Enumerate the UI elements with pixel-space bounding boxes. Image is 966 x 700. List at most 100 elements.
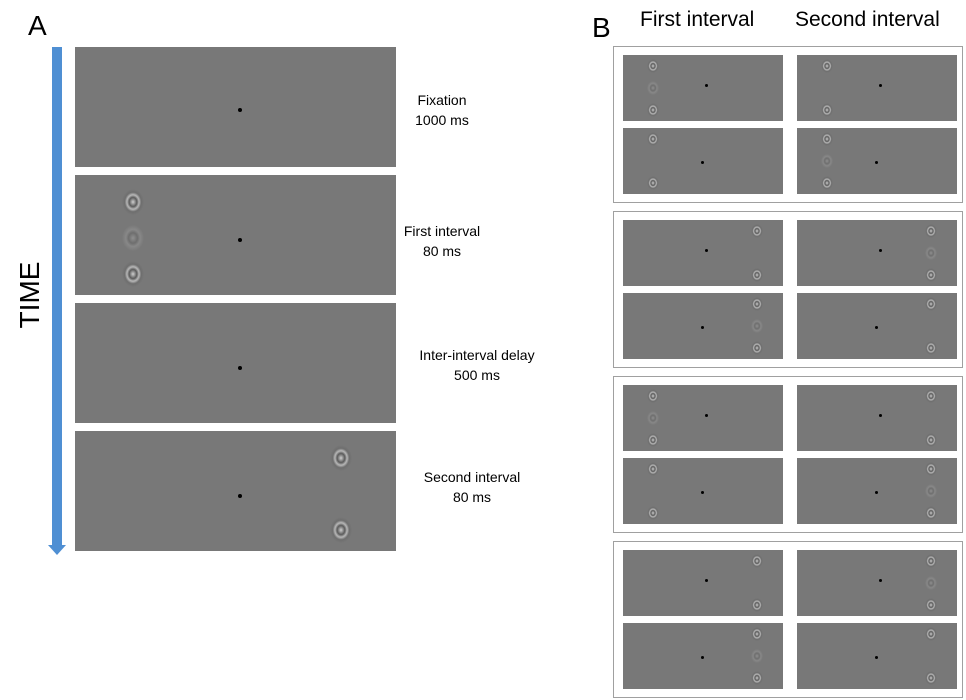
gabor-stimulus (751, 297, 763, 311)
stage-name: Second interval (423, 469, 521, 485)
fixation-dot (238, 108, 242, 112)
fixation-dot (705, 249, 708, 252)
fixation-dot (701, 656, 704, 659)
gabor-stimulus (821, 176, 833, 190)
gabor-stimulus (647, 506, 659, 520)
gabor-stimulus (821, 154, 833, 168)
gabor-stimulus (330, 445, 352, 471)
panel-a-letter: A (28, 10, 47, 41)
delay-screen (75, 303, 396, 423)
gabor-stimulus (925, 268, 937, 282)
gabor-stimulus (925, 598, 937, 612)
gabor-stimulus (647, 433, 659, 447)
fixation-screen (75, 47, 396, 167)
gabor-stimulus (122, 189, 144, 215)
gabor-stimulus (751, 319, 763, 333)
gabor-stimulus (925, 627, 937, 641)
stimulus-screen-small (623, 220, 783, 286)
gabor-stimulus (925, 297, 937, 311)
fixation-dot (705, 84, 708, 87)
time-axis-label: TIME (14, 261, 45, 329)
column-header-second-interval: Second interval (795, 8, 940, 31)
gabor-stimulus (821, 103, 833, 117)
fixation-dot (875, 656, 878, 659)
gabor-stimulus (122, 225, 144, 251)
gabor-stimulus (647, 132, 659, 146)
stimulus-screen-small (797, 550, 957, 616)
time-arrowhead-icon (48, 545, 66, 555)
stimulus-screen-small (797, 458, 957, 524)
gabor-stimulus (751, 649, 763, 663)
fixation-dot (875, 326, 878, 329)
stimulus-screen-small (797, 55, 957, 121)
fixation-dot (879, 249, 882, 252)
stage-name: Fixation (417, 92, 467, 108)
stage-label-delay: Inter-interval delay 500 ms (402, 345, 552, 385)
gabor-stimulus (330, 517, 352, 543)
fixation-dot (875, 161, 878, 164)
gabor-stimulus (751, 341, 763, 355)
stage-label-second-interval: Second interval 80 ms (402, 467, 542, 507)
gabor-stimulus (647, 389, 659, 403)
stage-label-first-interval: First interval 80 ms (372, 221, 512, 261)
stage-name: First interval (403, 223, 481, 239)
second-interval-screen (75, 431, 396, 551)
gabor-stimulus (647, 176, 659, 190)
gabor-stimulus (925, 462, 937, 476)
gabor-stimulus (647, 462, 659, 476)
gabor-stimulus (647, 103, 659, 117)
stimulus-screen-small (623, 385, 783, 451)
gabor-stimulus (821, 59, 833, 73)
stage-duration: 80 ms (422, 243, 462, 259)
gabor-stimulus (925, 224, 937, 238)
fixation-dot (875, 491, 878, 494)
fixation-dot (879, 579, 882, 582)
gabor-stimulus (751, 627, 763, 641)
gabor-stimulus (821, 132, 833, 146)
stimulus-screen-small (797, 385, 957, 451)
stimulus-screen-small (797, 220, 957, 286)
gabor-stimulus (647, 81, 659, 95)
gabor-stimulus (925, 671, 937, 685)
gabor-stimulus (751, 268, 763, 282)
fixation-dot (238, 238, 242, 242)
first-interval-screen (75, 175, 396, 295)
gabor-stimulus (925, 246, 937, 260)
stimulus-screen-small (623, 458, 783, 524)
gabor-stimulus (925, 341, 937, 355)
fixation-dot (701, 326, 704, 329)
fixation-dot (879, 414, 882, 417)
column-header-first-interval: First interval (640, 8, 755, 31)
fixation-dot (238, 366, 242, 370)
stimulus-screen-small (797, 128, 957, 194)
fixation-dot (879, 84, 882, 87)
fixation-dot (701, 161, 704, 164)
stage-name: Inter-interval delay (419, 347, 535, 363)
gabor-stimulus (751, 554, 763, 568)
gabor-stimulus (925, 506, 937, 520)
time-axis-arrow (52, 47, 62, 545)
gabor-stimulus (925, 484, 937, 498)
gabor-stimulus (925, 576, 937, 590)
gabor-stimulus (751, 598, 763, 612)
stimulus-screen-small (623, 293, 783, 359)
gabor-stimulus (647, 59, 659, 73)
stimulus-screen-small (797, 623, 957, 689)
gabor-stimulus (751, 224, 763, 238)
gabor-stimulus (925, 389, 937, 403)
stage-duration: 1000 ms (415, 112, 469, 128)
stimulus-screen-small (623, 550, 783, 616)
gabor-stimulus (647, 411, 659, 425)
gabor-stimulus (925, 433, 937, 447)
stage-duration: 80 ms (452, 489, 492, 505)
fixation-dot (238, 494, 242, 498)
stage-duration: 500 ms (454, 367, 500, 383)
gabor-stimulus (751, 671, 763, 685)
fixation-dot (701, 491, 704, 494)
gabor-stimulus (925, 554, 937, 568)
stimulus-screen-small (797, 293, 957, 359)
stage-label-fixation: Fixation 1000 ms (372, 90, 512, 130)
fixation-dot (705, 579, 708, 582)
fixation-dot (705, 414, 708, 417)
stimulus-screen-small (623, 128, 783, 194)
